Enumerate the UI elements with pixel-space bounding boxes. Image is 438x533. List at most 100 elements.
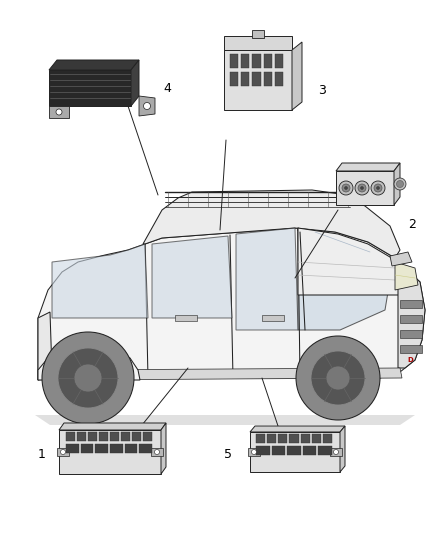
Bar <box>66 432 75 441</box>
Polygon shape <box>59 423 166 430</box>
Bar <box>99 432 108 441</box>
Polygon shape <box>250 432 340 472</box>
Bar <box>88 432 97 441</box>
Bar <box>66 444 79 453</box>
Circle shape <box>377 187 379 190</box>
Polygon shape <box>395 262 418 290</box>
Polygon shape <box>49 70 131 106</box>
Bar <box>95 444 108 453</box>
Polygon shape <box>38 228 425 380</box>
Bar <box>248 448 260 456</box>
Circle shape <box>358 184 366 192</box>
Bar <box>290 434 299 443</box>
Bar <box>175 315 197 321</box>
Bar <box>57 448 69 456</box>
Polygon shape <box>400 300 422 308</box>
Circle shape <box>355 181 369 195</box>
Bar <box>264 72 272 86</box>
Circle shape <box>326 366 350 390</box>
Polygon shape <box>59 430 161 474</box>
Polygon shape <box>143 190 400 258</box>
Bar <box>256 446 270 455</box>
Circle shape <box>339 181 353 195</box>
Polygon shape <box>139 96 155 116</box>
Text: 3: 3 <box>318 84 326 96</box>
Bar <box>312 434 321 443</box>
Bar <box>264 54 272 68</box>
Polygon shape <box>400 345 422 353</box>
Bar <box>287 446 301 455</box>
Bar <box>230 72 238 86</box>
Bar <box>81 444 93 453</box>
Bar <box>151 448 163 456</box>
Bar <box>252 72 261 86</box>
Polygon shape <box>400 330 422 338</box>
Text: 1: 1 <box>38 448 46 461</box>
Polygon shape <box>38 348 140 380</box>
Bar <box>267 434 276 443</box>
Circle shape <box>311 351 365 405</box>
Circle shape <box>374 184 382 192</box>
Polygon shape <box>298 347 376 378</box>
Bar <box>143 432 152 441</box>
Bar <box>252 54 261 68</box>
Bar <box>110 432 119 441</box>
Bar <box>262 315 284 321</box>
Polygon shape <box>340 426 345 472</box>
Bar <box>139 444 152 453</box>
Circle shape <box>251 449 257 455</box>
Polygon shape <box>224 36 292 50</box>
Polygon shape <box>250 426 345 432</box>
Polygon shape <box>49 106 69 118</box>
Bar <box>121 432 130 441</box>
Polygon shape <box>236 228 298 330</box>
Bar <box>252 30 264 38</box>
Bar <box>241 72 249 86</box>
Polygon shape <box>298 228 420 295</box>
Bar <box>318 446 332 455</box>
Text: D: D <box>407 357 413 363</box>
Bar <box>330 448 342 456</box>
Bar <box>110 444 123 453</box>
Circle shape <box>58 348 118 408</box>
Circle shape <box>342 184 350 192</box>
Polygon shape <box>292 42 302 110</box>
Circle shape <box>144 102 151 109</box>
Bar <box>275 72 283 86</box>
Polygon shape <box>400 315 422 323</box>
Bar <box>323 434 332 443</box>
Circle shape <box>60 449 66 455</box>
Polygon shape <box>35 415 415 425</box>
Polygon shape <box>152 236 232 318</box>
Polygon shape <box>395 258 425 368</box>
Bar <box>125 444 138 453</box>
Polygon shape <box>394 163 400 205</box>
Polygon shape <box>38 312 52 380</box>
Bar <box>303 446 316 455</box>
Bar <box>256 434 265 443</box>
Text: 5: 5 <box>224 448 232 462</box>
Circle shape <box>345 187 347 190</box>
Polygon shape <box>297 230 392 330</box>
Circle shape <box>42 332 134 424</box>
Circle shape <box>333 449 339 455</box>
Polygon shape <box>131 60 139 106</box>
Text: 4: 4 <box>163 82 171 94</box>
Polygon shape <box>336 171 394 205</box>
Polygon shape <box>50 368 402 380</box>
Circle shape <box>371 181 385 195</box>
Circle shape <box>74 364 102 392</box>
Bar <box>241 54 249 68</box>
Circle shape <box>296 336 380 420</box>
Circle shape <box>394 178 406 190</box>
Bar <box>77 432 86 441</box>
Bar <box>300 434 310 443</box>
Polygon shape <box>52 244 148 318</box>
Polygon shape <box>390 252 412 266</box>
Circle shape <box>360 187 364 190</box>
Polygon shape <box>161 423 166 474</box>
Bar <box>230 54 238 68</box>
Text: 2: 2 <box>408 219 416 231</box>
Polygon shape <box>224 50 292 110</box>
Polygon shape <box>336 163 400 171</box>
